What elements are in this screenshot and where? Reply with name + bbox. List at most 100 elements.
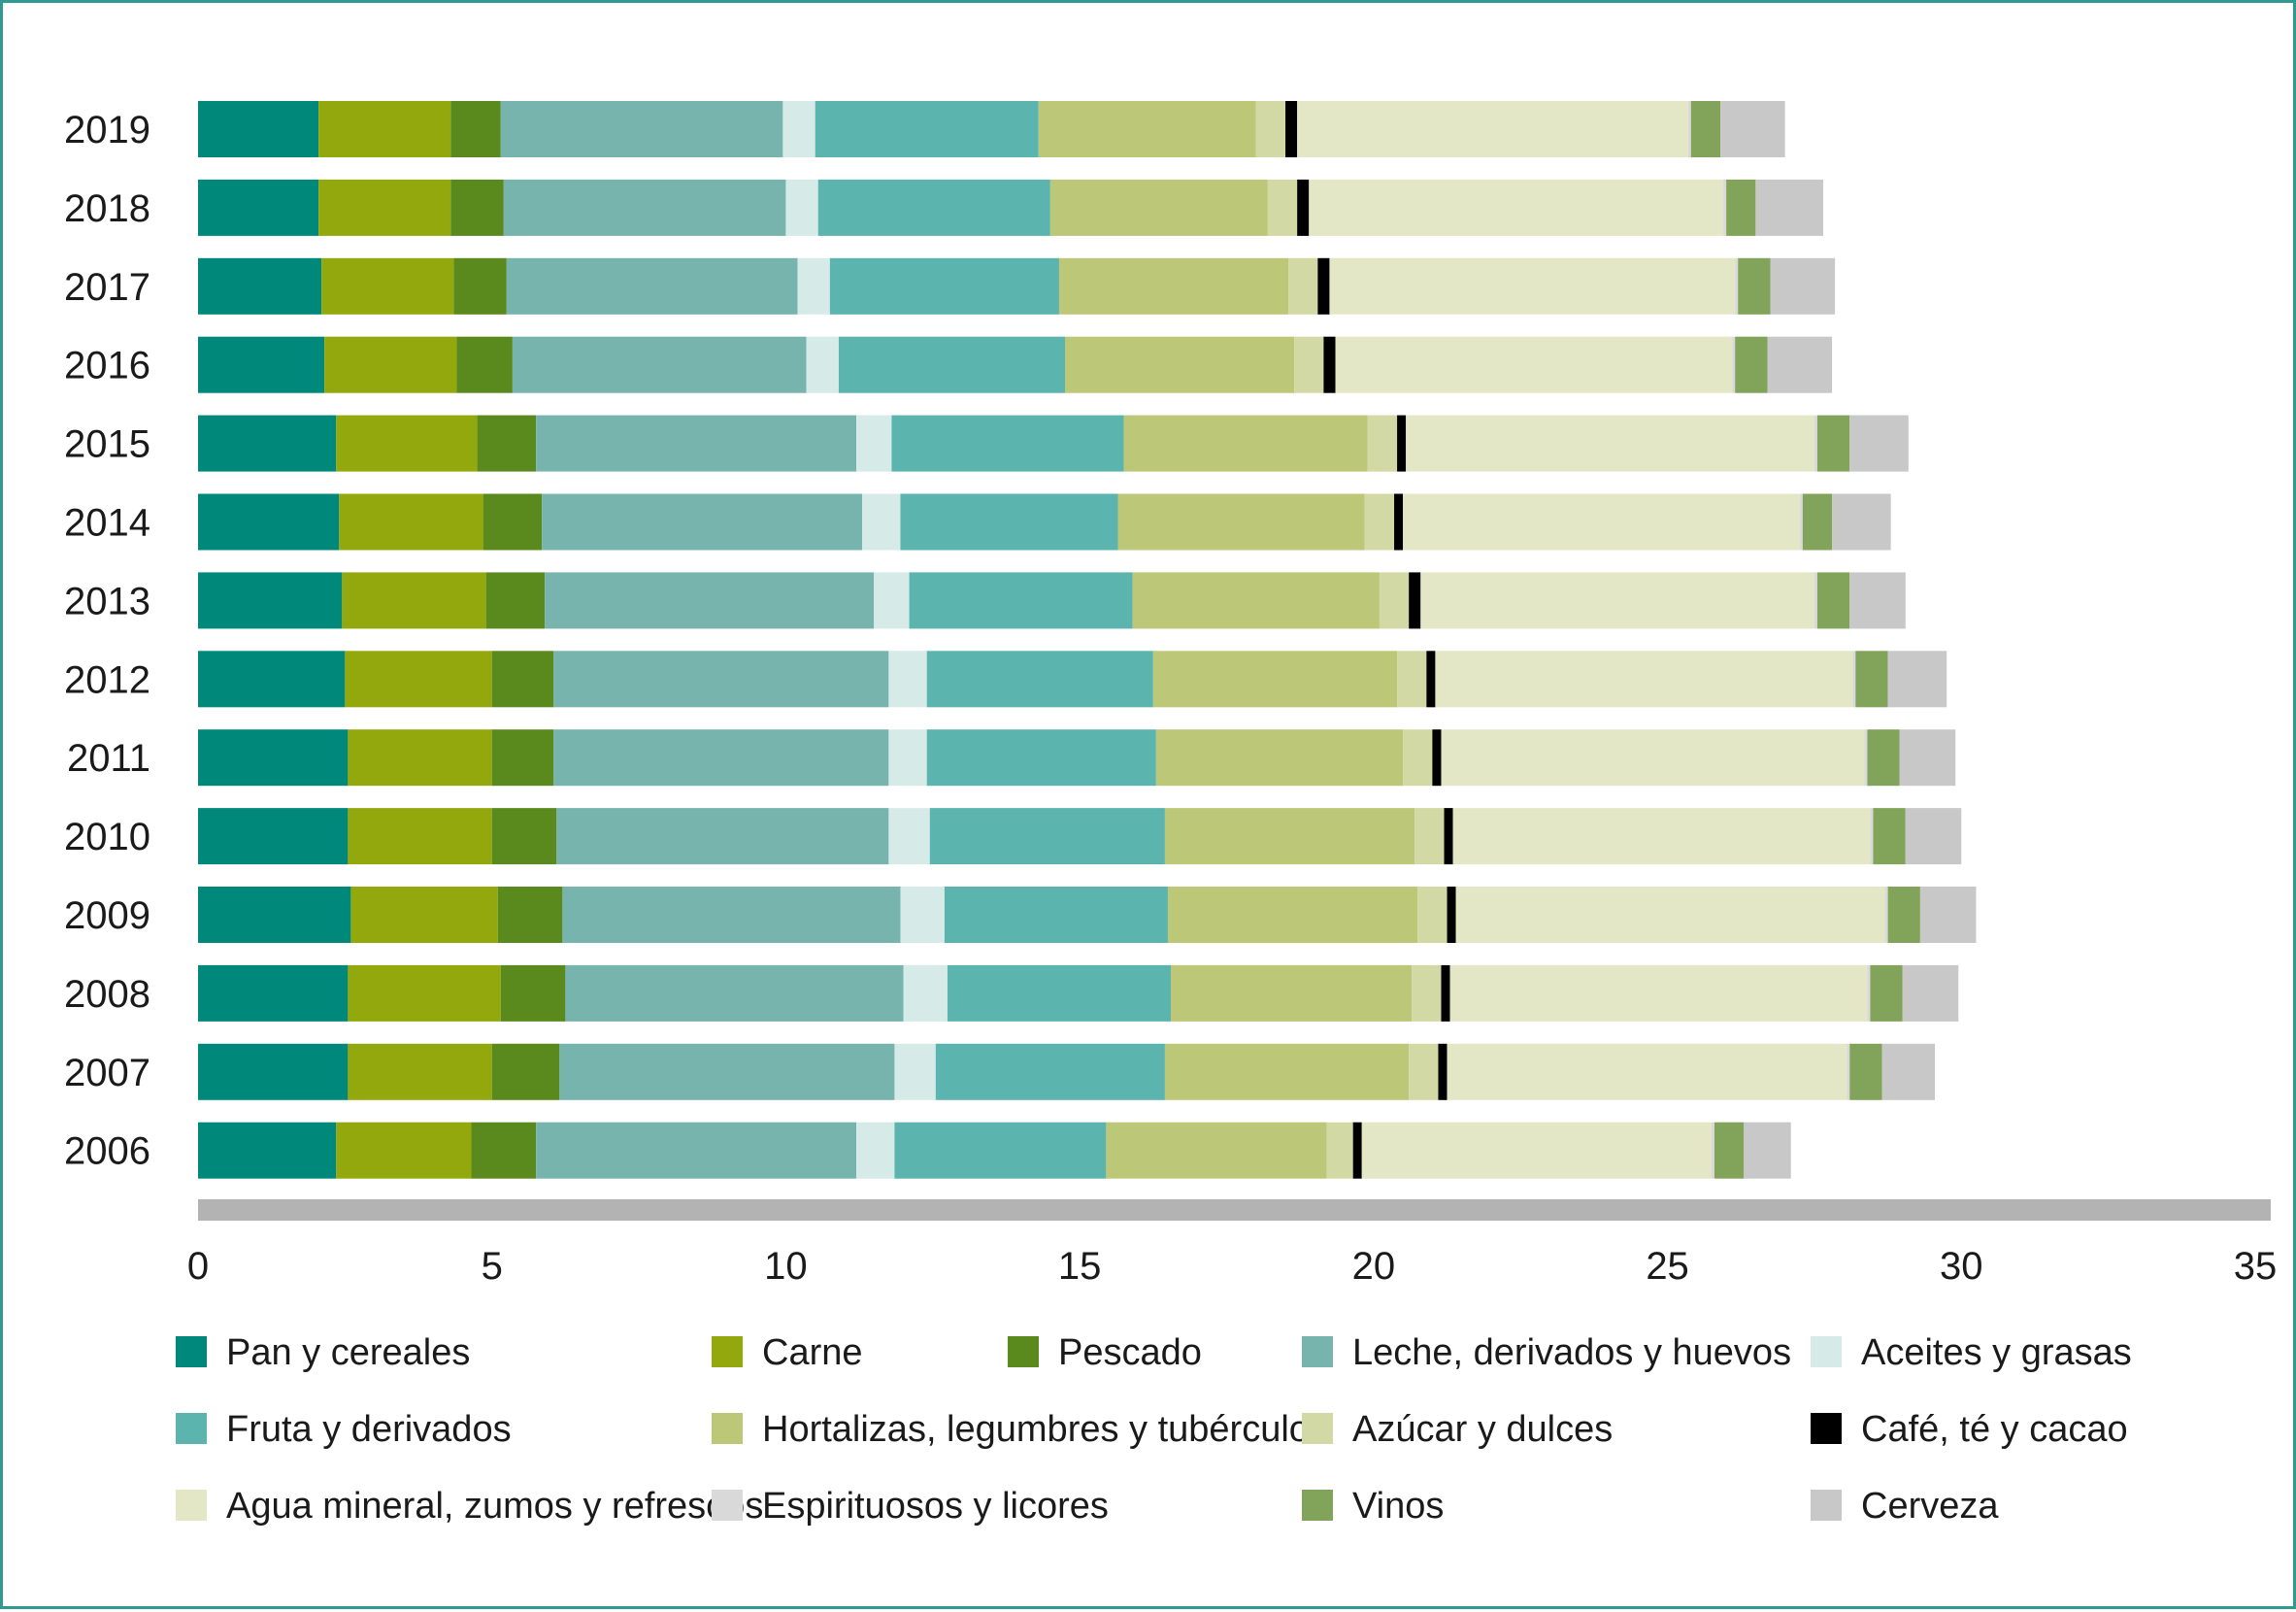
bar-segment <box>1444 808 1453 865</box>
bar-segment <box>321 257 454 315</box>
bar-segment <box>500 964 566 1022</box>
legend-swatch <box>712 1336 743 1367</box>
bar-segment <box>1867 729 1900 787</box>
legend-swatch <box>1302 1413 1333 1444</box>
bar-segment <box>542 493 863 551</box>
x-tick-label: 5 <box>482 1245 503 1288</box>
bar-segment <box>874 572 910 629</box>
legend-label: Vinos <box>1352 1486 1444 1527</box>
bar-segment <box>477 415 537 472</box>
year-label: 2007 <box>64 1052 150 1094</box>
bar-segment <box>1902 964 1959 1022</box>
bar-segment <box>1726 179 1756 236</box>
legend-label: Aceites y grasas <box>1861 1332 2132 1373</box>
bar-segment <box>909 572 1133 629</box>
bar-segment <box>1132 572 1380 629</box>
bar-segment <box>198 1122 337 1179</box>
bar-segment <box>817 179 1050 236</box>
bar-segment <box>1364 493 1395 551</box>
bar-segment <box>782 101 815 157</box>
year-labels-group: 2019 2018 2017 2016 2015 2014 2013 2012 2011 2010… <box>64 109 150 1173</box>
legend-item: Pescado <box>1008 1332 1202 1373</box>
bar-segment <box>198 257 322 315</box>
bar-segment <box>553 651 889 708</box>
legend-item: Aceites y grasas <box>1811 1332 2132 1373</box>
bar-segment <box>1038 101 1256 157</box>
x-tick-label: 20 <box>1352 1245 1396 1288</box>
bar-segment <box>342 572 486 629</box>
bar-segment <box>891 415 1124 472</box>
bar-segment <box>1723 179 1727 236</box>
bar-segment <box>894 1122 1107 1179</box>
bar-segment <box>512 336 807 393</box>
bar-segment <box>1714 1122 1745 1179</box>
bar-segment <box>1414 808 1445 865</box>
bar-segment <box>1297 101 1688 157</box>
bar-segment <box>559 1043 895 1100</box>
bar-segment <box>1403 493 1800 551</box>
legend-item: Espirituosos y licores <box>712 1486 1109 1527</box>
bar-segment <box>198 101 319 157</box>
legend-item: Agua mineral, zumos y refrescos <box>176 1486 763 1527</box>
bar-segment <box>926 729 1156 787</box>
legend-label: Pan y cereales <box>226 1332 470 1373</box>
stacked-bar-chart: 2019201820172016201520142013201220112010… <box>64 101 2277 1527</box>
bar-segment <box>1687 101 1691 157</box>
bar-segment <box>348 729 492 787</box>
bar-segment <box>1919 887 1977 943</box>
legend-swatch <box>1008 1336 1039 1367</box>
bar-segment <box>1855 651 1888 708</box>
legend-item: Fruta y derivados <box>176 1409 512 1450</box>
legend-swatch <box>1302 1490 1333 1521</box>
bar-segment <box>503 179 786 236</box>
legend-item: Hortalizas, legumbres y tubérculos <box>712 1409 1328 1450</box>
year-label: 2013 <box>64 580 150 622</box>
year-label: 2014 <box>64 502 150 545</box>
x-tick-label: 10 <box>764 1245 808 1288</box>
bar-segment <box>1438 1043 1447 1100</box>
legend-item: Cerveza <box>1811 1486 1999 1527</box>
year-label: 2012 <box>64 658 150 701</box>
bar-segment <box>1884 887 1888 943</box>
x-tick-label: 15 <box>1058 1245 1102 1288</box>
x-tick-label: 25 <box>1646 1245 1689 1288</box>
bar-segment <box>1106 1122 1327 1179</box>
legend-label: Hortalizas, legumbres y tubérculos <box>762 1409 1328 1450</box>
bar-segment <box>815 101 1039 157</box>
bar-segment <box>198 651 346 708</box>
bar-segment <box>556 808 889 865</box>
bar-segment <box>324 336 457 393</box>
bar-segment <box>1770 257 1836 315</box>
legend-item: Azúcar y dulces <box>1302 1409 1613 1450</box>
bar-segment <box>1329 257 1736 315</box>
bar-segment <box>1452 808 1871 865</box>
bar-segment <box>198 964 349 1022</box>
bar-segment <box>1881 1043 1936 1100</box>
bar-segment <box>1065 336 1295 393</box>
bar-segment <box>1406 415 1814 472</box>
bar-segment <box>198 572 343 629</box>
bar-segment <box>1420 572 1814 629</box>
bar-segment <box>1905 808 1962 865</box>
bar-segment <box>350 887 498 943</box>
bar-segment <box>785 179 818 236</box>
bar-segment <box>1814 572 1817 629</box>
bar-segment <box>1152 651 1398 708</box>
bar-segment <box>1816 415 1850 472</box>
bar-segment <box>1447 887 1456 943</box>
bar-segment <box>1409 572 1421 629</box>
bar-segment <box>900 493 1118 551</box>
bar-segment <box>536 415 857 472</box>
bar-segment <box>1441 964 1450 1022</box>
bar-segment <box>1690 101 1721 157</box>
bar-segment <box>806 336 839 393</box>
bar-segment <box>1409 1043 1439 1100</box>
bar-segment <box>1455 887 1885 943</box>
bar-segment <box>1873 808 1906 865</box>
bar-segment <box>198 336 325 393</box>
legend-swatch <box>1811 1490 1842 1521</box>
year-label: 2010 <box>64 816 150 858</box>
bar-segment <box>1412 964 1442 1022</box>
bar-segment <box>1417 887 1447 943</box>
